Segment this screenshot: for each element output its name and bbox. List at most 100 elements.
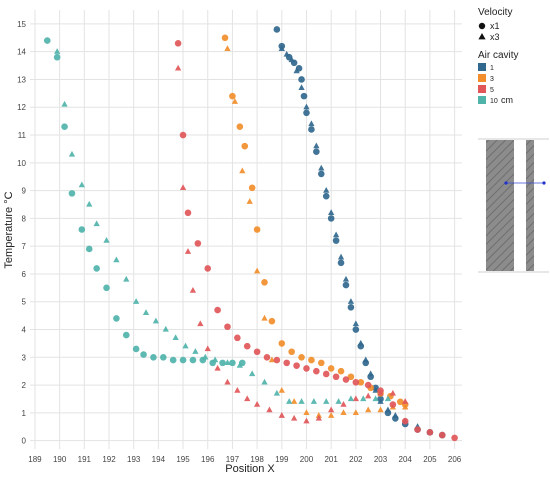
y-tick-label: 11 [18,131,27,140]
data-point [283,359,291,367]
x-tick-label: 195 [176,455,190,464]
data-point [224,45,231,52]
data-point [313,367,320,375]
legend-velocity-title: Velocity [478,7,512,18]
data-point [323,187,330,193]
data-point [342,281,350,289]
data-point [68,150,76,157]
y-tick-label: 3 [22,353,27,362]
data-point [243,342,251,350]
y-tick-label: 13 [17,75,26,84]
data-point [298,354,305,361]
measurement-point-right [542,181,546,185]
data-point [278,387,285,393]
data-point [174,64,182,71]
data-point [372,387,379,393]
data-points [43,26,458,442]
x-tick-label: 204 [399,455,413,464]
wall-insulation-layer [486,140,514,271]
data-point [352,395,359,402]
data-point [197,320,204,327]
data-point [313,148,320,156]
data-point [303,103,310,110]
legend-cavity-10: 10 [490,98,498,105]
data-point [402,403,409,410]
x-tick-label: 202 [349,455,363,464]
data-point [303,409,310,416]
data-point [357,339,364,346]
measurement-point-left [504,181,508,185]
data-point [248,184,256,192]
data-point [53,53,61,61]
y-axis-title: Temperature °C [3,191,15,268]
y-tick-label: 0 [22,437,27,446]
data-point [322,192,330,200]
legend-swatch-10 [478,96,486,104]
series-cavity-3-x1 [221,34,409,408]
data-point [278,45,285,52]
data-point [317,359,325,367]
data-point [202,353,209,360]
data-point [298,76,305,83]
data-point [347,298,355,304]
series-cavity-10-x1 [43,37,246,367]
data-point [332,373,340,381]
data-point [261,314,268,321]
data-point [174,40,182,47]
data-point [273,356,281,364]
data-point [288,348,295,356]
data-point [308,120,315,127]
data-point [172,334,179,341]
data-point [352,326,360,333]
x-tick-label: 201 [324,455,338,464]
data-point [241,142,249,150]
x-tick-label: 205 [423,455,437,464]
data-point [332,237,340,244]
y-tick-label: 15 [17,20,26,29]
data-point [286,398,293,404]
data-point [367,370,374,377]
legend-velocity-x1: x1 [490,21,500,31]
data-point [184,248,192,254]
legend-cavity-5: 5 [490,87,494,94]
data-point [246,198,253,204]
data-point [347,303,355,311]
x-tick-label: 192 [102,455,116,464]
data-point [342,275,350,282]
series-cavity-10-x3 [54,48,392,404]
data-point [357,379,365,386]
data-point [224,359,231,366]
legend-cavity-3: 3 [490,76,494,83]
data-point [298,84,305,90]
data-point [389,401,397,408]
data-point [273,389,280,396]
data-point [93,265,100,272]
data-point [263,354,271,361]
data-point [364,381,372,389]
data-point [347,373,355,381]
legend-marker-circle [478,22,486,30]
data-point [68,190,76,197]
data-point [451,434,458,442]
y-tick-label: 5 [22,298,27,307]
data-point [352,409,359,416]
data-point [342,376,350,383]
data-point [169,356,177,364]
data-point [332,231,340,238]
data-point [293,362,300,369]
data-point [313,142,320,149]
data-point [192,348,199,354]
data-point [85,245,93,253]
data-point [214,306,221,314]
data-point [261,278,268,286]
data-point [234,387,241,393]
legend-velocity-x3: x3 [490,32,500,42]
data-point [315,414,322,421]
y-tick-label: 14 [17,48,26,57]
x-tick-label: 203 [374,455,388,464]
x-tick-label: 200 [300,455,314,464]
data-point [372,395,379,402]
data-point [103,284,110,292]
data-point [113,315,120,322]
